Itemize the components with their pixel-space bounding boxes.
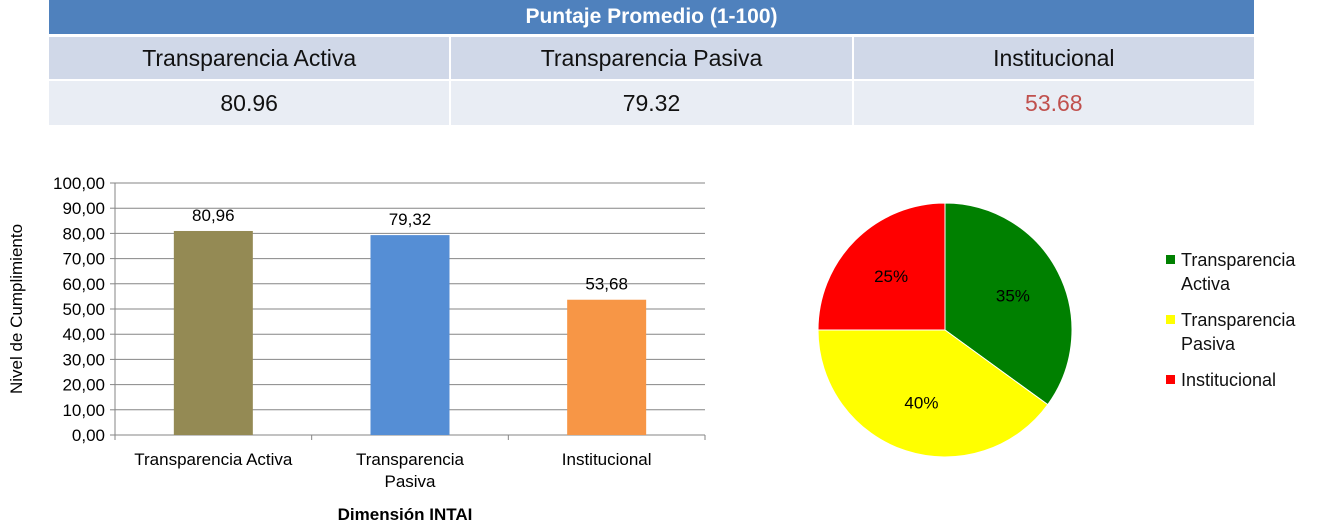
- pie-data-label: 40%: [904, 393, 938, 412]
- legend-item-transparencia-activa: Transparencia Activa: [1166, 248, 1316, 296]
- bar-institucional: [567, 299, 647, 435]
- y-tick-label: 100,00: [53, 174, 105, 193]
- y-tick-label: 70,00: [62, 250, 105, 269]
- bar-data-label: 79,32: [389, 210, 432, 229]
- value-transparencia-activa: 80.96: [49, 81, 452, 125]
- legend-label: Transparencia Pasiva: [1181, 310, 1296, 354]
- legend-item-institucional: Institucional: [1166, 368, 1316, 392]
- table-value-row: 80.96 79.32 53.68: [49, 81, 1254, 125]
- x-tick-label: Transparencia Pasiva: [356, 450, 465, 491]
- y-tick-label: 20,00: [62, 376, 105, 395]
- y-axis-title: Nivel de Cumplimiento: [7, 224, 26, 394]
- x-tick-label: Institucional: [562, 450, 652, 469]
- y-tick-label: 0,00: [72, 426, 105, 445]
- x-axis-title: Dimensión INTAI: [338, 505, 473, 524]
- legend-label: Institucional: [1181, 370, 1277, 390]
- bar-data-label: 80,96: [192, 206, 235, 225]
- pie-data-label: 25%: [874, 267, 908, 286]
- header-transparencia-pasiva: Transparencia Pasiva: [451, 37, 854, 81]
- y-tick-label: 10,00: [62, 401, 105, 420]
- y-tick-label: 60,00: [62, 275, 105, 294]
- pie-slice-institucional: [817, 202, 946, 331]
- bar-chart: 0,00 10,00 20,00 30,00 40,00 50,00 60,00 70,00 8…: [7, 174, 706, 524]
- pie-chart: 35% 40% 25%: [817, 202, 1073, 458]
- bar-transparencia-pasiva: [370, 235, 450, 435]
- y-tick-label: 80,00: [62, 224, 105, 243]
- legend-swatch: [1166, 315, 1175, 324]
- table-header-row: Transparencia Activa Transparencia Pasiv…: [49, 37, 1254, 81]
- y-tick-label: 40,00: [62, 325, 105, 344]
- y-tick-label: 30,00: [62, 350, 105, 369]
- legend-item-transparencia-pasiva: Transparencia Pasiva: [1166, 308, 1316, 356]
- pie-slice-transparencia-activa: [944, 202, 1073, 406]
- pie-legend: Transparencia Activa Transparencia Pasiva…: [1166, 248, 1316, 404]
- legend-swatch: [1166, 255, 1175, 264]
- y-tick-label: 90,00: [62, 199, 105, 218]
- legend-label: Transparencia Activa: [1181, 250, 1296, 294]
- y-tick-label: 50,00: [62, 300, 105, 319]
- value-transparencia-pasiva: 79.32: [451, 81, 854, 125]
- x-tick-label: Transparencia Activa: [134, 450, 293, 469]
- table-title: Puntaje Promedio (1-100): [49, 0, 1254, 37]
- value-institucional: 53.68: [853, 81, 1254, 125]
- bar-transparencia-activa: [173, 230, 253, 435]
- pie-data-label: 35%: [996, 286, 1030, 305]
- score-table: Puntaje Promedio (1-100) Transparencia A…: [49, 0, 1254, 125]
- pie-slice-transparencia-pasiva: [817, 329, 1049, 458]
- header-institucional: Institucional: [853, 37, 1254, 81]
- bar-data-label: 53,68: [585, 275, 628, 294]
- legend-swatch: [1166, 375, 1175, 384]
- header-transparencia-activa: Transparencia Activa: [49, 37, 452, 81]
